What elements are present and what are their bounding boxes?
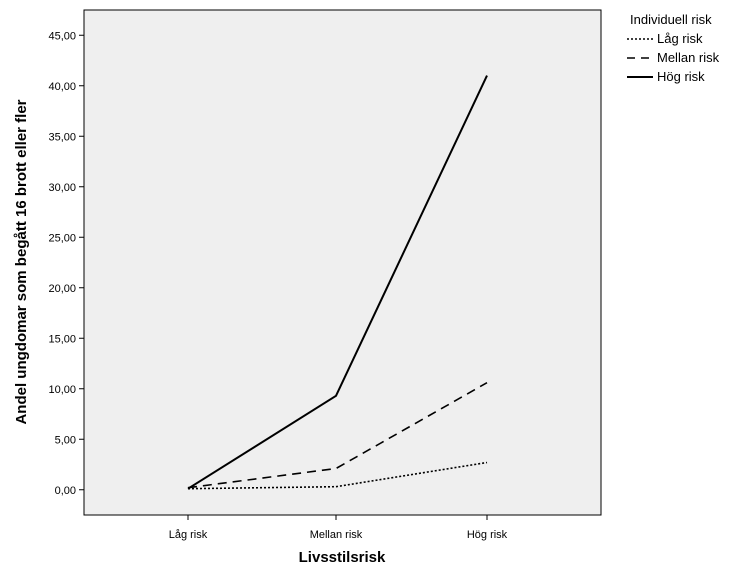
series-lines bbox=[187, 75, 488, 490]
x-axis-title: Livsstilsrisk bbox=[299, 549, 386, 566]
legend-label: Låg risk bbox=[657, 31, 703, 46]
y-tick-label: 15,00 bbox=[48, 333, 76, 345]
y-axis-title: Andel ungdomar som begått 16 brott eller… bbox=[13, 99, 30, 424]
x-axis: Låg risk Mellan risk Hög risk bbox=[169, 515, 508, 541]
legend: Individuell risk Låg risk Mellan risk Hög … bbox=[627, 12, 720, 84]
plot-area bbox=[83, 9, 602, 516]
y-tick-label: 20,00 bbox=[48, 283, 76, 295]
y-tick-label: 10,00 bbox=[48, 384, 76, 396]
series-line-3 bbox=[187, 75, 488, 490]
y-tick-label: 5,00 bbox=[55, 434, 76, 446]
y-tick-label: 45,00 bbox=[48, 30, 76, 42]
y-axis: 0,00 5,00 10,00 15,00 20,00 25,00 30,00 35,00 40… bbox=[48, 30, 84, 497]
series-line-2 bbox=[187, 382, 488, 489]
y-tick-label: 35,00 bbox=[48, 131, 76, 143]
legend-label: Mellan risk bbox=[657, 50, 720, 65]
series-line-1 bbox=[187, 461, 488, 490]
x-tick-label: Mellan risk bbox=[310, 529, 363, 541]
x-tick-label: Låg risk bbox=[169, 529, 208, 541]
y-tick-label: 30,00 bbox=[48, 182, 76, 194]
y-tick-label: 40,00 bbox=[48, 81, 76, 93]
legend-label: Hög risk bbox=[657, 69, 705, 84]
y-tick-label: 0,00 bbox=[55, 485, 76, 497]
legend-title: Individuell risk bbox=[630, 12, 712, 27]
y-tick-label: 25,00 bbox=[48, 232, 76, 244]
x-tick-label: Hög risk bbox=[467, 529, 508, 541]
